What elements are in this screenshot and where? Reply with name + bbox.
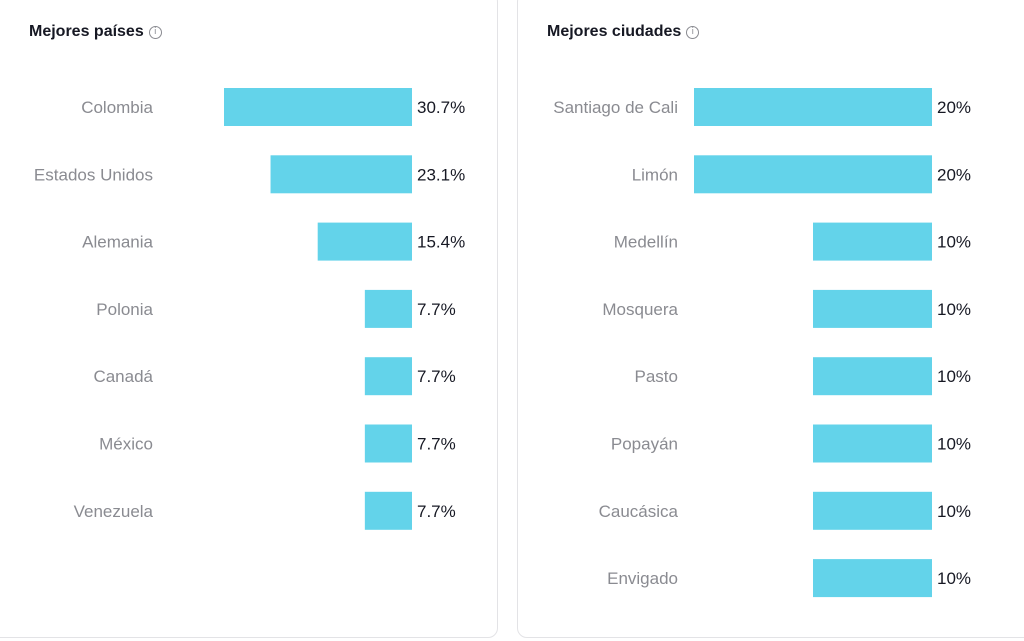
- city-bar[interactable]: [694, 155, 932, 194]
- country-category-label: Venezuela: [74, 502, 154, 521]
- top-countries-title-text: Mejores países: [29, 23, 144, 40]
- country-category-label: México: [99, 435, 153, 454]
- city-category-label: Pasto: [635, 367, 678, 386]
- city-category-label: Limón: [632, 165, 678, 184]
- country-category-label: Estados Unidos: [34, 165, 153, 184]
- country-category-label: Polonia: [96, 300, 153, 319]
- city-bar[interactable]: [813, 289, 932, 328]
- country-bar[interactable]: [364, 424, 412, 463]
- city-bar[interactable]: [813, 357, 932, 396]
- country-bar[interactable]: [317, 222, 412, 261]
- city-value-label: 10%: [937, 569, 971, 588]
- country-value-label: 7.7%: [417, 502, 456, 521]
- country-bar[interactable]: [364, 357, 412, 396]
- city-category-label: Medellín: [614, 233, 678, 252]
- country-category-label: Colombia: [81, 98, 153, 117]
- city-category-label: Envigado: [607, 569, 678, 588]
- city-category-label: Santiago de Cali: [553, 98, 678, 117]
- country-bar[interactable]: [224, 88, 412, 126]
- city-value-label: 10%: [937, 435, 971, 454]
- top-cities-title: Mejores ciudades i: [547, 23, 700, 41]
- city-value-label: 20%: [937, 98, 971, 117]
- city-bar[interactable]: [813, 424, 932, 463]
- country-category-label: Alemania: [82, 233, 153, 252]
- city-value-label: 10%: [937, 233, 971, 252]
- city-value-label: 10%: [937, 367, 971, 386]
- country-bar[interactable]: [364, 289, 412, 328]
- city-category-label: Mosquera: [602, 300, 678, 319]
- country-value-label: 7.7%: [417, 367, 456, 386]
- city-value-label: 10%: [937, 502, 971, 521]
- country-bar[interactable]: [364, 491, 412, 530]
- info-icon[interactable]: i: [686, 25, 700, 39]
- city-bar[interactable]: [813, 491, 932, 530]
- country-category-label: Canadá: [93, 367, 153, 386]
- city-bar[interactable]: [694, 88, 932, 126]
- top-cities-title-text: Mejores ciudades: [547, 23, 682, 40]
- country-value-label: 15.4%: [417, 233, 465, 252]
- city-bar[interactable]: [813, 559, 932, 598]
- city-value-label: 10%: [937, 300, 971, 319]
- country-value-label: 30.7%: [417, 98, 465, 117]
- city-value-label: 20%: [937, 165, 971, 184]
- city-category-label: Popayán: [611, 435, 678, 454]
- info-icon[interactable]: i: [148, 25, 162, 39]
- city-category-label: Caucásica: [599, 502, 679, 521]
- city-bar[interactable]: [813, 222, 932, 261]
- country-value-label: 7.7%: [417, 435, 456, 454]
- top-countries-title: Mejores países i: [29, 23, 162, 41]
- country-bar[interactable]: [270, 155, 412, 194]
- country-value-label: 7.7%: [417, 300, 456, 319]
- country-value-label: 23.1%: [417, 165, 465, 184]
